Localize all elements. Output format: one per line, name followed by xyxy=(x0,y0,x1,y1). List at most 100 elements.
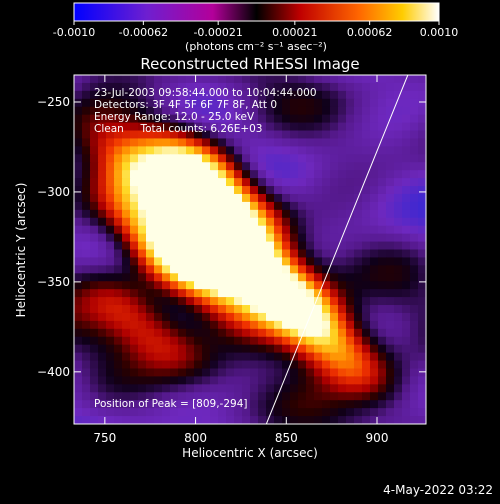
heatmap-cell xyxy=(282,178,291,187)
heatmap-cell xyxy=(162,225,171,235)
heatmap-cell xyxy=(346,241,355,251)
heatmap-cell xyxy=(218,400,227,409)
heatmap-cell xyxy=(418,273,426,282)
heatmap-cell xyxy=(266,170,275,179)
heatmap-cell xyxy=(394,384,403,393)
heatmap-cell xyxy=(194,233,203,243)
heatmap-cell xyxy=(170,328,179,338)
heatmap-cell xyxy=(226,162,235,171)
heatmap-cell xyxy=(130,130,139,140)
heatmap-cell xyxy=(210,186,219,195)
heatmap-cell xyxy=(194,416,203,424)
heatmap-cell xyxy=(306,249,315,259)
heatmap-cell xyxy=(354,344,363,354)
heatmap-cell xyxy=(354,368,363,378)
heatmap-cell xyxy=(386,305,395,314)
heatmap-cell xyxy=(314,305,323,314)
heatmap-cell xyxy=(82,336,91,346)
heatmap-cell xyxy=(274,130,283,140)
heatmap-cell xyxy=(130,201,139,211)
heatmap-cell xyxy=(234,82,243,92)
heatmap-cell xyxy=(410,392,419,401)
heatmap-cell xyxy=(250,297,259,306)
heatmap-cell xyxy=(386,170,395,179)
heatmap-cell xyxy=(346,265,355,274)
heatmap-cell xyxy=(234,209,243,219)
heatmap-cell xyxy=(370,162,379,171)
heatmap-cell xyxy=(242,408,251,417)
heatmap-cell xyxy=(178,336,187,346)
heatmap-cell xyxy=(370,360,379,370)
heatmap-cell xyxy=(146,384,155,393)
heatmap-cell xyxy=(98,75,107,84)
heatmap-cell xyxy=(210,408,219,417)
heatmap-cell xyxy=(98,130,107,140)
heatmap-cell xyxy=(378,82,387,92)
heatmap-cell xyxy=(210,368,219,378)
heatmap-cell xyxy=(258,75,267,84)
heatmap-cell xyxy=(306,328,315,338)
heatmap-cell xyxy=(154,90,163,100)
heatmap-cell xyxy=(306,233,315,243)
heatmap-cell xyxy=(186,312,195,322)
heatmap-cell xyxy=(90,241,99,251)
heatmap-cell xyxy=(218,241,227,251)
heatmap-cell xyxy=(202,336,211,346)
heatmap-cell xyxy=(226,138,235,147)
heatmap-cell xyxy=(410,186,419,195)
heatmap-cell xyxy=(394,312,403,322)
heatmap-cell xyxy=(330,273,339,282)
heatmap-cell xyxy=(250,312,259,322)
heatmap-cell xyxy=(330,170,339,179)
heatmap-cell xyxy=(90,368,99,378)
heatmap-cell xyxy=(106,368,115,378)
heatmap-cell xyxy=(418,328,426,338)
heatmap-cell xyxy=(242,82,251,92)
heatmap-cell xyxy=(242,249,251,259)
heatmap-cell xyxy=(370,249,379,259)
heatmap-cell xyxy=(170,408,179,417)
heatmap-cell xyxy=(82,368,91,378)
heatmap-cell xyxy=(274,344,283,354)
heatmap-cell xyxy=(418,217,426,227)
heatmap-cell xyxy=(378,392,387,401)
heatmap-cell xyxy=(322,273,331,282)
heatmap-cell xyxy=(234,344,243,354)
heatmap-cell xyxy=(314,384,323,393)
heatmap-cell xyxy=(274,368,283,378)
heatmap-cell xyxy=(82,201,91,211)
heatmap-cell xyxy=(114,328,123,338)
heatmap-cell xyxy=(354,400,363,409)
heatmap-cell xyxy=(202,312,211,322)
heatmap-cell xyxy=(74,146,83,155)
heatmap-cell xyxy=(314,368,323,378)
heatmap-cell xyxy=(306,265,315,274)
heatmap-cell xyxy=(258,273,267,282)
heatmap-cell xyxy=(138,344,147,354)
heatmap-cell xyxy=(274,217,283,227)
heatmap-cell xyxy=(410,408,419,417)
heatmap-cell xyxy=(226,384,235,393)
heatmap-cell xyxy=(162,408,171,417)
heatmap-cell xyxy=(418,201,426,211)
heatmap-cell xyxy=(90,217,99,227)
heatmap-cell xyxy=(242,122,251,132)
heatmap-cell xyxy=(322,384,331,393)
heatmap-cell xyxy=(330,162,339,171)
heatmap-cell xyxy=(170,82,179,92)
heatmap-cell xyxy=(162,75,171,84)
heatmap-cell xyxy=(82,146,91,155)
heatmap-cell xyxy=(138,130,147,140)
heatmap-cell xyxy=(290,154,299,163)
heatmap-cell xyxy=(106,209,115,219)
heatmap-cell xyxy=(306,178,315,187)
heatmap-cell xyxy=(98,178,107,187)
heatmap-cell xyxy=(146,400,155,409)
heatmap-cell xyxy=(154,257,163,266)
heatmap-cell xyxy=(322,344,331,354)
heatmap-cell xyxy=(226,273,235,282)
heatmap-cell xyxy=(314,289,323,298)
heatmap-cell xyxy=(338,209,347,219)
heatmap-cell xyxy=(202,289,211,298)
heatmap-cell xyxy=(178,400,187,409)
